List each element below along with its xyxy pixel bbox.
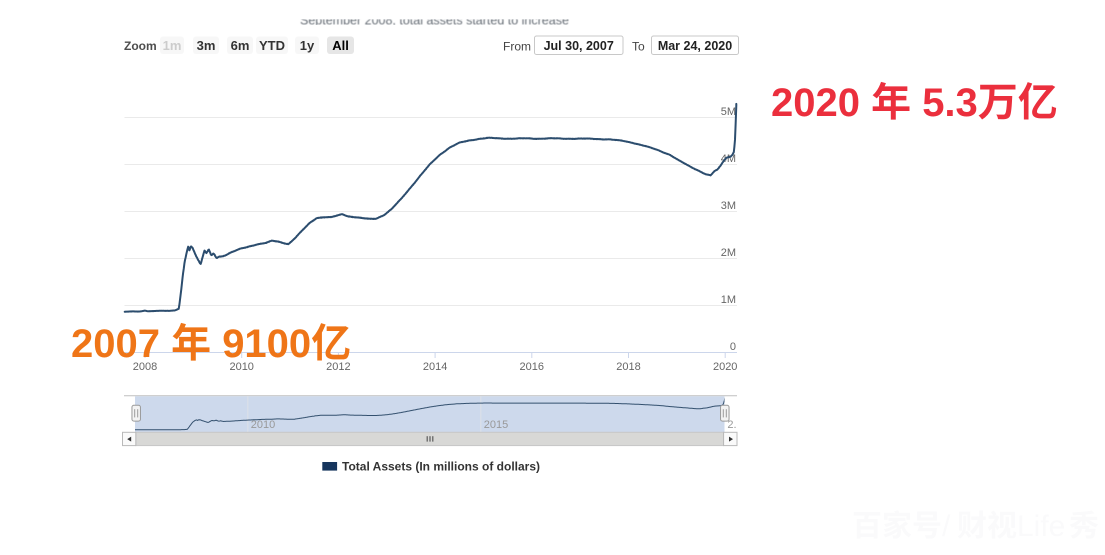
svg-text:1y: 1y bbox=[300, 38, 315, 53]
svg-text:/: / bbox=[942, 510, 951, 543]
svg-text:From: From bbox=[503, 40, 531, 54]
svg-text:2008: 2008 bbox=[133, 361, 157, 373]
svg-text:2015: 2015 bbox=[484, 419, 508, 431]
svg-text:3M: 3M bbox=[721, 200, 736, 212]
svg-text:Life: Life bbox=[1017, 510, 1065, 543]
svg-text:Zoom: Zoom bbox=[124, 39, 157, 53]
svg-text:2014: 2014 bbox=[423, 361, 447, 373]
svg-text:Total Assets (In millions of d: Total Assets (In millions of dollars) bbox=[342, 459, 540, 473]
svg-text:2012: 2012 bbox=[326, 361, 350, 373]
svg-text:To: To bbox=[632, 40, 645, 54]
svg-text:Mar 24, 2020: Mar 24, 2020 bbox=[658, 39, 732, 53]
svg-text:1m: 1m bbox=[163, 38, 182, 53]
svg-text:2018: 2018 bbox=[616, 361, 640, 373]
svg-text:Jul 30, 2007: Jul 30, 2007 bbox=[544, 39, 614, 53]
svg-text:September 2008, total assets s: September 2008, total assets started to … bbox=[300, 14, 569, 28]
svg-text:2M: 2M bbox=[721, 247, 736, 259]
svg-text:2...: 2... bbox=[727, 419, 742, 431]
svg-text:All: All bbox=[332, 38, 349, 53]
svg-text:2020: 2020 bbox=[713, 361, 737, 373]
svg-text:6m: 6m bbox=[231, 38, 250, 53]
svg-text:3m: 3m bbox=[197, 38, 216, 53]
svg-text:2020: 2020 bbox=[771, 81, 860, 125]
svg-text:2016: 2016 bbox=[520, 361, 544, 373]
svg-text:9100: 9100 bbox=[222, 322, 311, 366]
svg-text:1M: 1M bbox=[721, 294, 736, 306]
svg-text:5M: 5M bbox=[721, 106, 736, 118]
svg-text:2007: 2007 bbox=[71, 322, 160, 366]
svg-text:2010: 2010 bbox=[229, 361, 253, 373]
svg-text:2010: 2010 bbox=[251, 419, 275, 431]
svg-text:5.3: 5.3 bbox=[922, 81, 978, 125]
svg-text:0: 0 bbox=[730, 341, 736, 353]
svg-text:YTD: YTD bbox=[259, 38, 285, 53]
